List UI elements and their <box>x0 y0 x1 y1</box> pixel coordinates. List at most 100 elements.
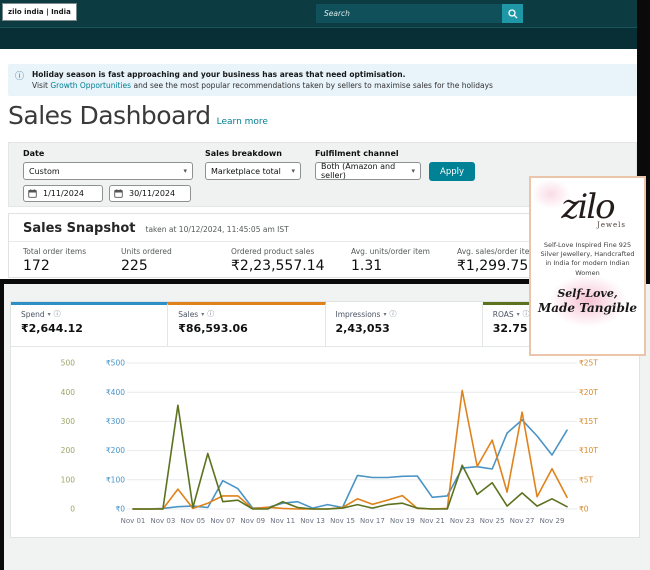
brand-script-block: Self-Love, Made Tangible <box>531 275 644 328</box>
chevron-down-icon: ▾ <box>183 167 187 175</box>
sales-breakdown-label: Sales breakdown <box>205 149 282 158</box>
banner-body-suffix: and see the most popular recommendations… <box>131 81 493 91</box>
date-from-input[interactable] <box>41 188 97 199</box>
spend-axis-tick: ₹300 <box>106 417 125 426</box>
spend-axis-tick: ₹200 <box>106 446 125 455</box>
x-axis-tick: Nov 13 <box>300 517 325 525</box>
chevron-down-icon[interactable]: ▾ <box>201 310 205 318</box>
date-range-select[interactable]: Custom ▾ <box>23 162 193 180</box>
snapshot-metric: Avg. sales/order item ₹1,299.75 <box>457 247 577 274</box>
card-label-row: ROAS ▾ ⓘ <box>493 309 629 319</box>
card-label-row: Impressions ▾ ⓘ <box>336 309 472 319</box>
snapshot-header: Sales Snapshot taken at 10/12/2024, 11:4… <box>9 214 636 242</box>
metric-label: Ordered product sales <box>231 247 315 256</box>
roas-axis-tick: 0 <box>70 505 75 514</box>
metric-value: 172 <box>23 258 50 274</box>
calendar-icon <box>114 189 123 198</box>
card-metric-value: 32.75 <box>492 322 528 335</box>
account-label: zilo india | India <box>8 8 71 16</box>
date-range-value: Custom <box>29 166 60 176</box>
chevron-down-icon: ▾ <box>411 167 415 175</box>
banner-body-prefix: Visit <box>32 81 51 91</box>
chevron-down-icon[interactable]: ▾ <box>47 310 51 318</box>
apply-button[interactable]: Apply <box>429 162 475 181</box>
roas-axis-tick: 400 <box>61 388 76 397</box>
banner-body: Visit Growth Opportunities and see the m… <box>32 80 629 92</box>
series-line-spend[interactable] <box>132 419 568 510</box>
x-axis-tick: Nov 15 <box>330 517 355 525</box>
fulfilment-channel-value: Both (Amazon and seller) <box>321 162 396 180</box>
x-axis-tick: Nov 21 <box>420 517 445 525</box>
roas-axis-tick: 100 <box>61 475 76 484</box>
card-metric-label: Impressions <box>335 309 381 319</box>
x-axis-tick: Nov 23 <box>450 517 475 525</box>
metric-card-spend[interactable]: Spend ▾ ⓘ ₹2,644.12 <box>11 302 169 346</box>
spend-axis-tick: ₹0 <box>115 505 125 514</box>
info-icon[interactable]: ⓘ <box>207 310 215 318</box>
roas-axis-tick: 300 <box>61 417 76 426</box>
search-input[interactable] <box>316 4 502 23</box>
metric-label: Total order items <box>23 247 87 256</box>
brand-logo-card: zilo Jewels Self-Love Inspired Fine 925 … <box>529 176 646 356</box>
brand-logo-subtext: Jewels <box>597 220 626 229</box>
sales-axis-tick: ₹20T <box>579 388 598 397</box>
screenshot-edge <box>0 284 4 570</box>
holiday-info-banner: ⓘ Holiday season is fast approaching and… <box>8 64 637 96</box>
card-metric-value: 2,43,053 <box>335 322 390 335</box>
x-axis-tick: Nov 03 <box>151 517 176 525</box>
chevron-down-icon[interactable]: ▾ <box>383 310 387 318</box>
date-to-field[interactable] <box>109 185 191 202</box>
card-metric-label: ROAS <box>492 309 514 319</box>
secondary-nav-bar <box>0 27 637 49</box>
x-axis-tick: Nov 11 <box>270 517 295 525</box>
snapshot-title: Sales Snapshot <box>23 221 136 236</box>
search-button[interactable] <box>502 4 523 23</box>
calendar-icon <box>28 189 37 198</box>
growth-opportunities-link[interactable]: Growth Opportunities <box>50 81 132 91</box>
snapshot-metric: Total order items 172 <box>23 247 121 274</box>
metric-card-impressions[interactable]: Impressions ▾ ⓘ 2,43,053 <box>326 302 483 346</box>
x-axis-tick: Nov 17 <box>360 517 385 525</box>
info-icon: ⓘ <box>15 72 25 82</box>
chevron-down-icon: ▾ <box>291 167 295 175</box>
date-to-input[interactable] <box>127 188 183 199</box>
banner-title: Holiday season is fast approaching and y… <box>32 70 406 79</box>
chevron-down-icon[interactable]: ▾ <box>516 310 520 318</box>
screenshot-divider <box>0 279 650 284</box>
brand-logo-text: zilo <box>561 187 615 227</box>
sales-breakdown-select[interactable]: Marketplace total ▾ <box>205 162 301 180</box>
sales-axis-tick: ₹15T <box>579 417 598 426</box>
date-from-field[interactable] <box>23 185 103 202</box>
sales-axis-tick: ₹25T <box>579 359 598 368</box>
watercolor-blob <box>532 179 570 209</box>
brand-script-line1: Self-Love, <box>557 287 618 301</box>
learn-more-link[interactable]: Learn more <box>216 117 268 127</box>
sales-axis-tick: ₹0 <box>579 505 589 514</box>
sales-breakdown-value: Marketplace total <box>211 166 281 176</box>
metric-value: ₹1,299.75 <box>457 258 529 274</box>
x-axis-tick: Nov 25 <box>480 517 505 525</box>
snapshot-metric: Avg. units/order item 1.31 <box>351 247 457 274</box>
sales-axis-tick: ₹5T <box>579 475 594 484</box>
metric-label: Units ordered <box>121 247 172 256</box>
card-metric-value: ₹86,593.06 <box>178 322 248 335</box>
snapshot-metrics-row: Total order items 172 Units ordered 225 Orde… <box>9 242 636 274</box>
metric-value: 1.31 <box>351 258 383 274</box>
series-line-sales[interactable] <box>132 389 568 510</box>
snapshot-metric: Units ordered 225 <box>121 247 231 274</box>
ads-metric-cards: Spend ▾ ⓘ ₹2,644.12 Sales ▾ ⓘ ₹86,593.06 Impress… <box>11 302 639 347</box>
x-axis-tick: Nov 09 <box>240 517 265 525</box>
spend-axis-tick: ₹100 <box>106 475 125 484</box>
x-axis-tick: Nov 07 <box>210 517 235 525</box>
info-icon[interactable]: ⓘ <box>389 310 397 318</box>
fulfilment-channel-select[interactable]: Both (Amazon and seller) ▾ <box>315 162 421 180</box>
info-icon[interactable]: ⓘ <box>522 310 530 318</box>
account-switcher[interactable]: zilo india | India <box>2 3 77 21</box>
metric-label: Avg. units/order item <box>351 247 430 256</box>
watercolor-blob <box>548 275 627 328</box>
series-line-roas[interactable] <box>132 404 568 510</box>
info-icon[interactable]: ⓘ <box>53 310 61 318</box>
roas-axis-tick: 500 <box>61 359 76 368</box>
metric-card-sales[interactable]: Sales ▾ ⓘ ₹86,593.06 <box>168 302 326 346</box>
